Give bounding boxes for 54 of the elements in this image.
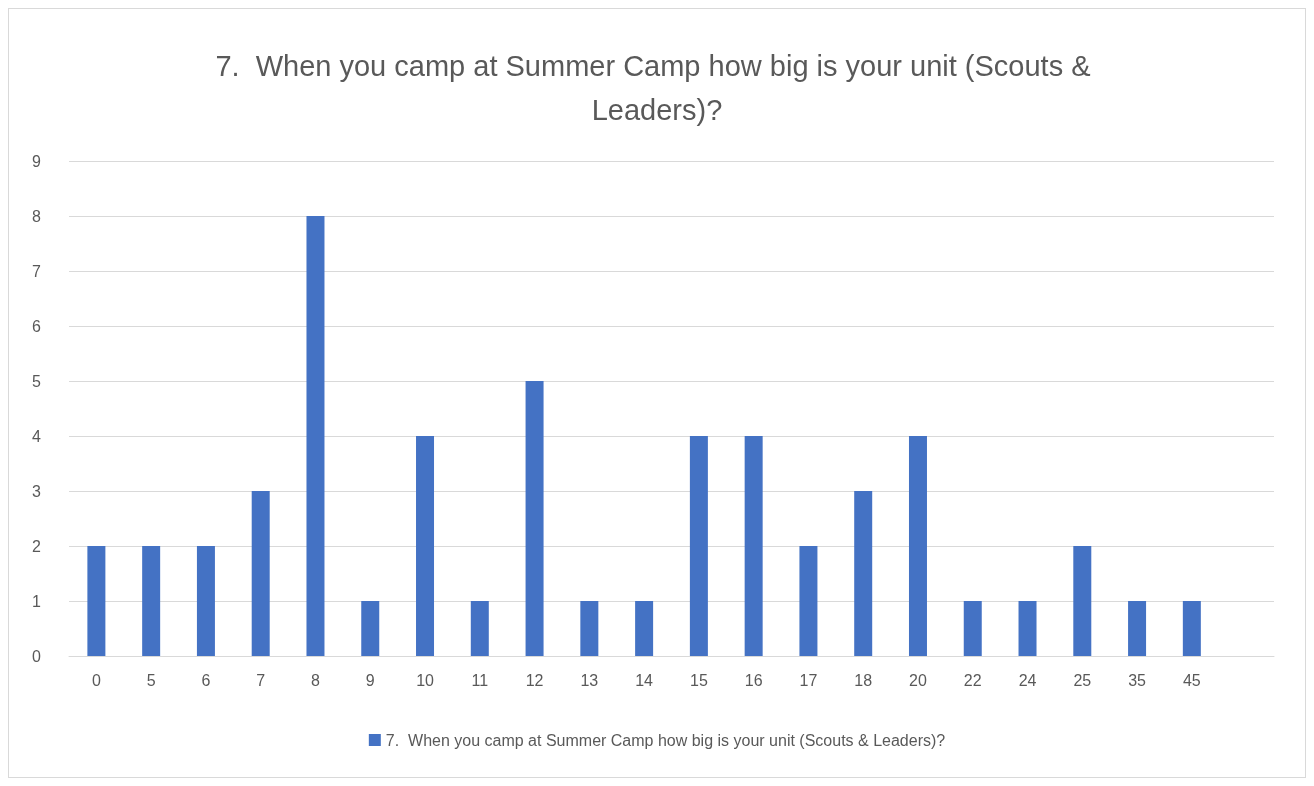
- y-tick-label: 2: [32, 537, 42, 555]
- y-tick-label: 0: [32, 647, 42, 665]
- x-tick-label: 9: [365, 671, 375, 689]
- y-tick-label: 1: [32, 592, 42, 610]
- bar: [689, 436, 708, 656]
- x-tick-label: 0: [91, 671, 101, 689]
- bar: [470, 601, 489, 656]
- x-tick-label: 15: [689, 671, 708, 689]
- x-tick-label: 25: [1073, 671, 1092, 689]
- bar: [525, 381, 544, 656]
- bar: [196, 546, 215, 656]
- x-tick-label: 5: [146, 671, 156, 689]
- bar: [1182, 601, 1201, 656]
- bar: [361, 601, 380, 656]
- bar: [416, 436, 435, 656]
- x-tick-label: 12: [525, 671, 544, 689]
- y-tick-label: 6: [32, 317, 42, 335]
- x-tick-label: 45: [1182, 671, 1201, 689]
- x-tick-label: 6: [201, 671, 211, 689]
- legend-label: 7. When you camp at Summer Camp how big is your unit (Scouts & Leaders)?: [385, 731, 946, 749]
- bar: [744, 436, 763, 656]
- bar: [1128, 601, 1147, 656]
- bar: [306, 216, 325, 656]
- y-tick-label: 8: [32, 207, 42, 225]
- y-tick-label: 7: [32, 262, 42, 280]
- y-tick-label: 3: [32, 482, 42, 500]
- x-tick-label: 24: [1018, 671, 1037, 689]
- x-tick-label: 17: [799, 671, 818, 689]
- y-tick-label: 4: [32, 427, 42, 445]
- bar: [799, 546, 818, 656]
- bar: [963, 601, 982, 656]
- x-tick-label: 13: [580, 671, 599, 689]
- bar: [908, 436, 927, 656]
- y-tick-label: 9: [32, 152, 42, 170]
- x-tick-label: 16: [744, 671, 763, 689]
- x-tick-label: 7: [256, 671, 266, 689]
- x-tick-label: 14: [635, 671, 654, 689]
- chart-title: 7. When you camp at Summer Camp how big is your unit (Scouts & Leaders)?: [215, 50, 1099, 126]
- bar: [580, 601, 599, 656]
- x-tick-label: 22: [963, 671, 982, 689]
- x-tick-label: 8: [311, 671, 321, 689]
- bar: [1073, 546, 1092, 656]
- bar: [635, 601, 654, 656]
- bar: [142, 546, 161, 656]
- bar: [1018, 601, 1037, 656]
- x-tick-label: 10: [416, 671, 435, 689]
- x-tick-label: 20: [909, 671, 927, 689]
- bar: [854, 491, 873, 656]
- y-tick-label: 5: [32, 372, 42, 390]
- bar: [87, 546, 106, 656]
- x-tick-label: 11: [471, 671, 489, 689]
- x-tick-label: 35: [1128, 671, 1147, 689]
- bar: [251, 491, 270, 656]
- x-tick-label: 18: [854, 671, 873, 689]
